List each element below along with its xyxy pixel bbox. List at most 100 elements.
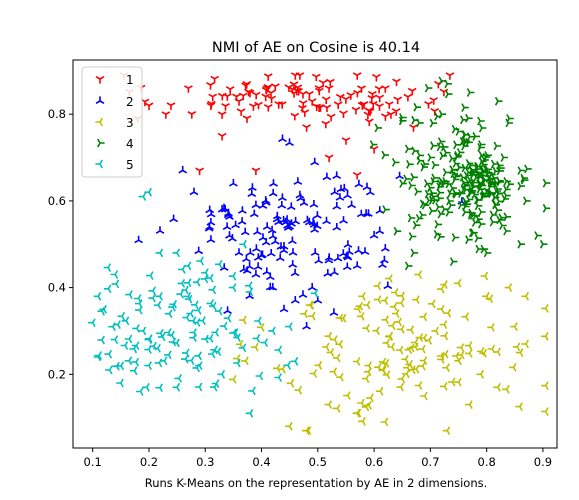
data-point-series-2 — [206, 235, 216, 243]
points-layer — [88, 72, 551, 436]
data-point-series-1 — [266, 89, 276, 98]
data-point-series-5 — [116, 378, 124, 388]
data-point-series-5 — [201, 268, 209, 278]
data-point-series-5 — [201, 334, 209, 344]
x-tick-label: 0.1 — [84, 455, 102, 469]
data-point-series-5 — [228, 283, 237, 292]
data-point-series-4 — [410, 248, 419, 258]
data-point-series-5 — [105, 365, 113, 375]
data-point-series-2 — [245, 262, 254, 270]
data-point-series-3 — [431, 326, 439, 336]
data-point-series-4 — [414, 187, 422, 196]
data-point-series-4 — [474, 168, 483, 177]
data-point-series-2 — [237, 217, 247, 225]
data-point-series-3 — [381, 315, 389, 325]
legend-label-1: 1 — [126, 73, 134, 87]
y-tick-label: 0.2 — [48, 367, 66, 381]
data-point-series-5 — [239, 239, 247, 249]
series-5 — [88, 187, 319, 418]
data-point-series-1 — [295, 72, 305, 80]
data-point-series-1 — [311, 73, 321, 82]
data-point-series-4 — [448, 154, 457, 163]
data-point-series-5 — [210, 345, 218, 355]
data-point-series-2 — [268, 188, 278, 197]
data-point-series-1 — [321, 120, 331, 129]
data-point-series-3 — [397, 324, 405, 334]
data-point-series-2 — [252, 244, 261, 252]
data-point-series-2 — [291, 216, 300, 225]
data-point-series-5 — [211, 328, 219, 337]
data-point-series-3 — [229, 375, 237, 384]
data-point-series-3 — [332, 353, 341, 363]
data-point-series-2 — [360, 247, 370, 255]
data-point-series-1 — [352, 171, 362, 180]
data-point-series-3 — [326, 348, 335, 357]
data-point-series-2 — [324, 253, 334, 261]
data-point-series-3 — [456, 343, 465, 352]
data-point-series-4 — [503, 212, 512, 222]
data-point-series-2 — [310, 248, 320, 256]
data-point-series-2 — [383, 281, 393, 290]
data-point-series-5 — [194, 306, 202, 315]
data-point-series-1 — [352, 72, 362, 80]
data-point-series-3 — [418, 344, 426, 354]
data-point-series-1 — [267, 95, 276, 104]
data-point-series-4 — [479, 192, 488, 202]
data-point-series-3 — [396, 298, 405, 308]
data-point-series-2 — [262, 222, 272, 230]
data-point-series-2 — [134, 235, 143, 244]
data-point-series-1 — [368, 101, 378, 109]
data-point-series-2 — [228, 234, 237, 242]
data-point-series-1 — [307, 98, 317, 106]
data-point-series-5 — [112, 361, 120, 371]
data-point-series-2 — [309, 200, 319, 208]
data-point-series-4 — [406, 159, 414, 169]
data-point-series-3 — [306, 300, 315, 310]
data-point-series-4 — [493, 141, 502, 151]
data-point-series-3 — [487, 323, 495, 332]
data-point-series-3 — [358, 416, 366, 426]
data-point-series-1 — [263, 73, 273, 81]
data-point-series-4 — [461, 103, 469, 112]
data-point-series-2 — [343, 191, 352, 199]
data-point-series-4 — [382, 205, 390, 214]
data-point-series-3 — [332, 404, 341, 413]
data-point-series-1 — [195, 167, 204, 176]
data-point-series-5 — [103, 263, 112, 272]
legend-marker-4 — [97, 138, 105, 148]
x-tick-label: 0.7 — [421, 455, 439, 469]
x-axis-label: Runs K-Means on the representation by AE… — [145, 476, 488, 490]
data-point-series-2 — [332, 202, 342, 210]
data-point-series-4 — [468, 228, 477, 238]
data-point-series-4 — [437, 209, 446, 219]
data-point-series-2 — [352, 261, 362, 269]
data-point-series-5 — [103, 284, 112, 294]
data-point-series-3 — [387, 342, 395, 352]
data-point-series-1 — [368, 90, 377, 99]
data-point-series-3 — [461, 312, 469, 322]
data-point-series-4 — [478, 123, 487, 133]
data-point-series-3 — [353, 304, 362, 314]
data-point-series-2 — [288, 236, 297, 245]
data-point-series-1 — [245, 89, 255, 98]
y-tick-label: 0.8 — [48, 107, 66, 121]
data-point-series-5 — [124, 356, 133, 366]
data-point-series-2 — [299, 198, 309, 206]
data-point-series-3 — [357, 311, 365, 321]
data-point-series-1 — [207, 100, 216, 109]
data-point-series-3 — [414, 270, 423, 279]
data-point-series-3 — [373, 295, 382, 304]
data-point-series-4 — [423, 179, 432, 188]
data-point-series-4 — [494, 96, 503, 106]
legend-label-2: 2 — [126, 95, 134, 109]
legend-marker-1 — [95, 76, 105, 84]
data-point-series-2 — [239, 264, 249, 273]
data-point-series-5 — [144, 361, 152, 370]
data-point-series-4 — [487, 182, 495, 191]
data-point-series-3 — [375, 386, 384, 396]
data-point-series-5 — [178, 265, 186, 274]
data-point-series-4 — [407, 213, 416, 223]
data-point-series-3 — [361, 374, 370, 383]
data-point-series-2 — [253, 227, 262, 235]
